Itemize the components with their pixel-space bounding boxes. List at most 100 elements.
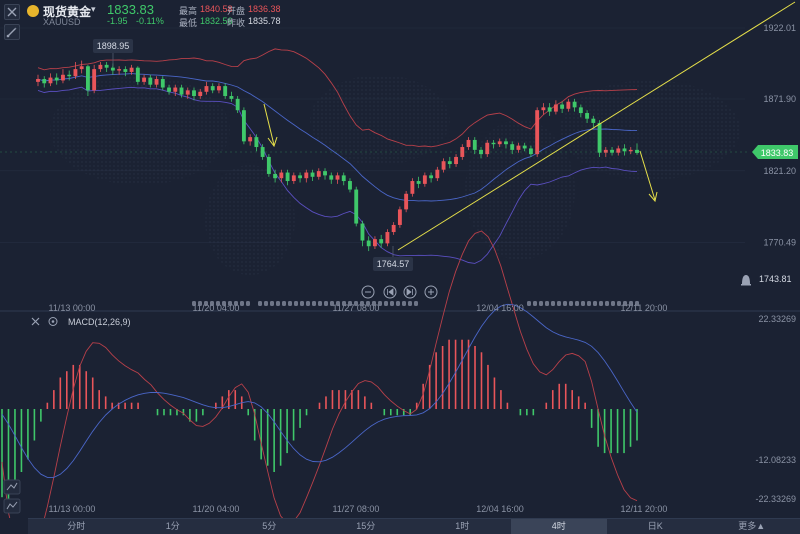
event-marker	[575, 301, 579, 306]
candle	[98, 62, 103, 72]
tab-daily[interactable]: 日K	[647, 521, 663, 531]
candle	[373, 236, 377, 250]
tab-5min[interactable]: 5分	[262, 521, 277, 531]
quote-prevclose-value: 1835.78	[248, 16, 281, 26]
scroll-start-button[interactable]	[383, 285, 397, 299]
event-marker	[533, 301, 537, 306]
candle	[298, 172, 302, 183]
candle	[622, 144, 627, 156]
grid	[0, 27, 745, 243]
alert-bell-icon[interactable]	[741, 275, 751, 286]
trend-line[interactable]	[397, 1, 796, 251]
event-marker	[222, 301, 226, 306]
event-marker	[581, 301, 585, 306]
candle	[48, 73, 53, 87]
candle	[248, 134, 253, 146]
tab-15min[interactable]: 15分	[356, 521, 376, 531]
candle	[504, 138, 508, 149]
candle	[585, 110, 590, 123]
tab-1hour[interactable]: 1时	[455, 521, 470, 531]
event-marker	[294, 301, 298, 306]
candle	[404, 190, 409, 213]
candle	[391, 222, 396, 235]
event-marker	[240, 301, 244, 306]
svg-text:1898.95: 1898.95	[97, 41, 130, 51]
event-marker	[282, 301, 286, 306]
tab-timeshare[interactable]: 分时	[67, 521, 86, 531]
chart-type-icon[interactable]	[3, 498, 21, 514]
candle	[42, 76, 47, 88]
candle	[92, 64, 97, 94]
event-marker	[216, 301, 220, 306]
zoom-in-button[interactable]	[424, 285, 438, 299]
event-marker	[587, 301, 591, 306]
tab-4hour[interactable]: 4时	[510, 519, 607, 534]
indicator-tool-icon[interactable]	[3, 479, 21, 495]
price-axis-label-2: 1871.90	[763, 94, 796, 104]
zoom-out-button[interactable]	[361, 285, 375, 299]
candle	[397, 206, 402, 228]
macd-close-icon[interactable]	[31, 317, 40, 326]
candle	[104, 62, 109, 72]
map-watermark	[50, 75, 740, 275]
candle	[279, 169, 284, 183]
candle	[173, 84, 178, 97]
candle	[285, 169, 290, 186]
tab-more[interactable]: 更多▲	[738, 521, 766, 531]
event-marker	[312, 301, 316, 306]
macd-axis-mid: -12.08233	[755, 455, 796, 465]
quote-high-label: 最高	[179, 6, 198, 16]
candle	[129, 64, 134, 75]
candle	[54, 73, 59, 85]
event-marker	[306, 301, 310, 306]
time-label-5: 12/11 20:00	[621, 303, 668, 313]
event-marker	[324, 301, 328, 306]
event-marker	[264, 301, 268, 306]
candle	[192, 87, 196, 101]
quote-high-value: 1840.58	[200, 4, 233, 14]
event-marker	[629, 301, 633, 306]
event-marker	[545, 301, 549, 306]
price-axis-label-4: 1770.49	[763, 238, 796, 248]
quote-open-value: 1836.38	[248, 4, 281, 14]
symbol-name[interactable]: 现货黄金	[43, 5, 92, 19]
event-marker	[360, 301, 364, 306]
collapse-icon[interactable]	[4, 4, 20, 20]
candle	[422, 172, 427, 187]
candle	[67, 70, 72, 81]
event-marker	[372, 301, 376, 306]
candle	[135, 66, 140, 85]
price-chart[interactable]: 1898.95 1764.57 1922.01 1871.90 1821.20 177…	[0, 0, 800, 518]
time-label-3: 11/27 08:00	[333, 303, 380, 313]
candle	[123, 66, 128, 77]
candle	[466, 137, 471, 150]
candle	[572, 98, 577, 112]
candle	[472, 137, 477, 155]
event-marker	[348, 301, 352, 306]
event-marker	[354, 301, 358, 306]
symbol-dropdown-icon[interactable]: ▾	[91, 4, 96, 14]
quote-low-value: 1832.56	[200, 16, 233, 26]
macd-time-label-5: 12/11 20:00	[621, 504, 668, 514]
scroll-end-button[interactable]	[403, 285, 417, 299]
event-marker	[402, 301, 406, 306]
candle	[435, 166, 440, 182]
macd-axis-bottom: -22.33269	[755, 494, 796, 504]
macd-axis-top: 22.33269	[758, 314, 796, 324]
candles	[36, 60, 639, 252]
macd-time-label-1: 11/13 00:00	[49, 504, 96, 514]
macd-settings-icon[interactable]	[48, 317, 58, 326]
down-arrow-annotation-2	[639, 150, 658, 203]
event-marker	[366, 301, 370, 306]
event-marker	[593, 301, 597, 306]
event-marker	[551, 301, 555, 306]
band-lower-line	[37, 86, 638, 264]
candle	[491, 139, 496, 149]
candle	[497, 138, 502, 148]
tab-1min[interactable]: 1分	[165, 521, 180, 531]
candle	[79, 60, 84, 74]
price-change-pct: -0.11%	[136, 16, 164, 26]
event-marker	[210, 301, 214, 306]
candle	[441, 158, 446, 173]
price-axis: 1922.01 1871.90 1821.20 1770.49	[763, 23, 796, 248]
